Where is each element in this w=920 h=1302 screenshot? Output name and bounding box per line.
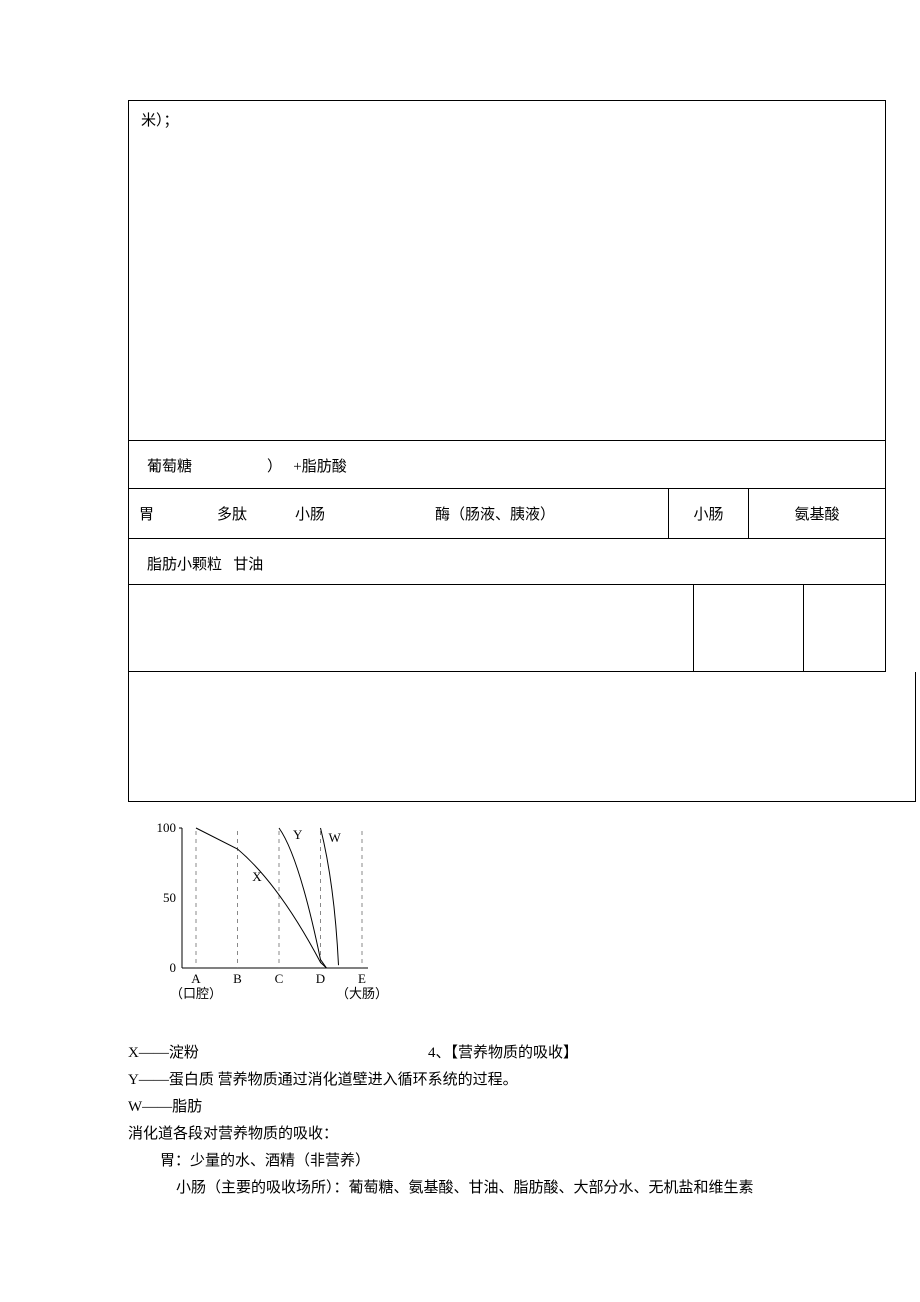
row3-col2: 小肠: [669, 489, 749, 538]
row2-text: 葡萄糖 ） +脂肪酸: [147, 459, 347, 475]
svg-text:50: 50: [163, 890, 176, 905]
absorb-line1: 消化道各段对营养物质的吸收：: [128, 1121, 848, 1148]
r3-wei: 胃: [139, 503, 217, 524]
svg-text:X: X: [252, 869, 262, 884]
r3-duotai: 多肽: [217, 503, 295, 524]
r3-xiaochang: 小肠: [295, 503, 435, 524]
digestion-chart: 0 50 100 A B C D E （口腔） （大肠） X Y W: [150, 820, 410, 1020]
svg-text:0: 0: [170, 960, 177, 975]
absorb-line2: 胃：少量的水、酒精（非营养）: [128, 1148, 848, 1175]
svg-text:E: E: [358, 971, 366, 986]
svg-text:Y: Y: [293, 827, 303, 842]
row3-col3: 氨基酸: [749, 489, 885, 538]
svg-text:100: 100: [157, 820, 177, 835]
svg-text:（口腔）: （口腔）: [170, 986, 222, 1001]
row4-text: 脂肪小颗粒 甘油: [147, 557, 263, 573]
row5-col3: [804, 585, 885, 671]
row5-col2: [694, 585, 804, 671]
r3-c3-text: 氨基酸: [794, 507, 839, 523]
bottom-text-block: X——淀粉 4、【营养物质的吸收】 Y——蛋白质 营养物质通过消化道壁进入循环系…: [128, 1040, 848, 1202]
r3-mei: 酶（肠液、胰液）: [435, 503, 658, 524]
table-row-3: 胃 多肽 小肠 酶（肠液、胰液） 小肠 氨基酸: [129, 489, 885, 539]
svg-text:（大肠）: （大肠）: [336, 986, 388, 1001]
absorb-line3: 小肠（主要的吸收场所）：葡萄糖、氨基酸、甘油、脂肪酸、大部分水、无机盐和维生素: [128, 1175, 848, 1202]
svg-text:B: B: [233, 971, 242, 986]
row5-col1: [129, 585, 694, 671]
table-bottom-box: [128, 672, 916, 802]
table-row-4: 脂肪小颗粒 甘油: [129, 539, 885, 585]
svg-text:C: C: [275, 971, 284, 986]
svg-text:A: A: [191, 971, 201, 986]
svg-text:D: D: [316, 971, 325, 986]
table-row-1: 米）；: [129, 101, 885, 441]
main-table: 米）； 葡萄糖 ） +脂肪酸 胃 多肽 小肠 酶（肠液、胰液） 小肠 氨基酸: [128, 100, 886, 672]
r3-c2-text: 小肠: [693, 507, 723, 523]
table-row-2: 葡萄糖 ） +脂肪酸: [129, 441, 885, 489]
row1-text: 米）；: [141, 113, 179, 129]
x-definition: X——淀粉: [128, 1040, 428, 1067]
y-definition: Y——蛋白质 营养物质通过消化道壁进入循环系统的过程。: [128, 1067, 848, 1094]
table-row-5: [129, 585, 885, 671]
heading-4: 4、【营养物质的吸收】: [428, 1040, 578, 1067]
svg-text:W: W: [329, 830, 342, 845]
w-definition: W——脂肪: [128, 1094, 848, 1121]
row3-col1: 胃 多肽 小肠 酶（肠液、胰液）: [129, 489, 669, 538]
chart-svg: 0 50 100 A B C D E （口腔） （大肠） X Y W: [150, 820, 410, 1020]
